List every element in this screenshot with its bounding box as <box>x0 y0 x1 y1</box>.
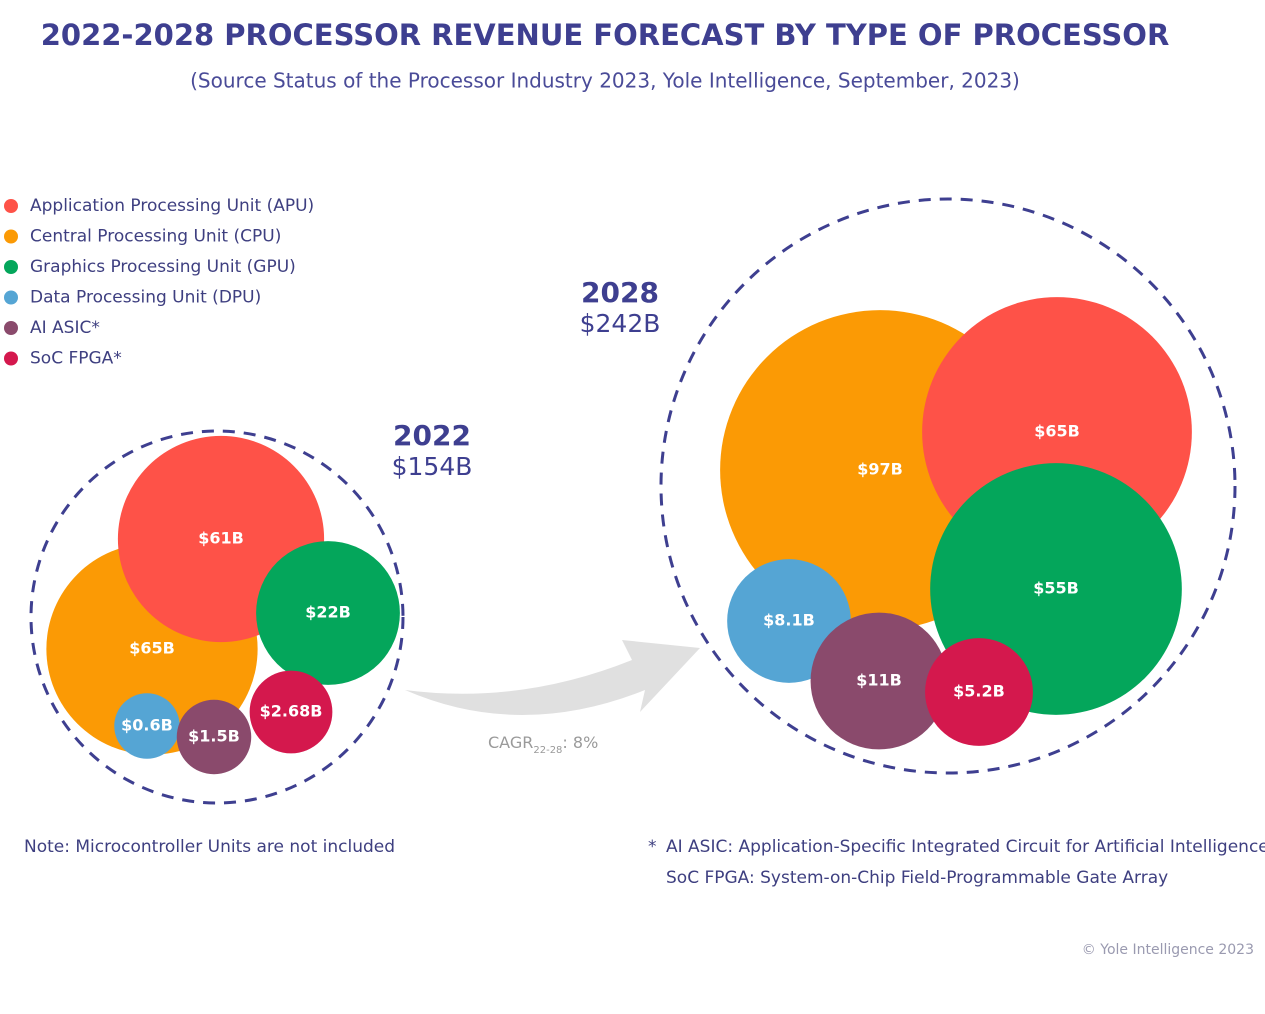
footnote: AI ASIC: Application-Specific Integrated… <box>666 837 1265 857</box>
legend-label: SoC FPGA* <box>30 349 122 369</box>
cagr-value: : 8% <box>562 733 598 752</box>
legend-swatch <box>4 351 18 366</box>
group-label: 2028 <box>581 276 659 309</box>
legend-swatch <box>4 229 18 244</box>
bubble-label: $55B <box>1033 579 1079 598</box>
group-total: $154B <box>392 452 473 481</box>
footnote: SoC FPGA: System-on-Chip Field-Programma… <box>666 868 1168 888</box>
bubble <box>249 670 333 754</box>
cagr-label: CAGR <box>488 733 533 752</box>
legend-label: Graphics Processing Unit (GPU) <box>30 257 296 277</box>
growth-arrow <box>405 640 700 715</box>
bubble-label: $8.1B <box>763 611 815 630</box>
bubble-label: $5.2B <box>953 682 1005 701</box>
bubble <box>114 693 180 759</box>
bubble-label: $65B <box>1034 422 1080 441</box>
bubble <box>176 699 252 775</box>
cagr-period: 22-28 <box>533 745 562 756</box>
bubble-label: $22B <box>305 603 351 622</box>
bubble-label: $11B <box>856 671 902 690</box>
bubble-label: $1.5B <box>188 727 240 746</box>
bubble <box>256 541 400 685</box>
note: Note: Microcontroller Units are not incl… <box>24 837 395 857</box>
credit: © Yole Intelligence 2023 <box>1082 942 1254 958</box>
legend-swatch <box>4 321 18 335</box>
footnote-marker: * <box>648 837 657 857</box>
group-outline <box>29 429 405 805</box>
bubble <box>925 638 1033 746</box>
bubble-label: $0.6B <box>121 716 173 735</box>
legend-label: Central Processing Unit (CPU) <box>30 227 281 247</box>
legend-label: AI ASIC* <box>30 318 100 338</box>
legend-swatch <box>4 199 18 213</box>
chart-subtitle: (Source Status of the Processor Industry… <box>190 69 1020 93</box>
cagr-text: CAGR22-28: 8% <box>488 733 598 757</box>
legend-label: Data Processing Unit (DPU) <box>30 288 261 308</box>
group-label: 2022 <box>393 419 471 452</box>
bubble-label: $97B <box>857 460 903 479</box>
group-outline <box>659 197 1237 775</box>
group-total: $242B <box>580 309 661 338</box>
legend-swatch <box>4 260 18 274</box>
bubble <box>810 612 948 750</box>
chart-title: 2022-2028 PROCESSOR REVENUE FORECAST BY … <box>41 18 1170 52</box>
bubble-label: $2.68B <box>260 702 323 721</box>
legend-swatch <box>4 290 18 305</box>
bubble-label: $61B <box>198 529 244 548</box>
bubble-label: $65B <box>129 639 175 658</box>
legend-label: Application Processing Unit (APU) <box>30 196 314 216</box>
